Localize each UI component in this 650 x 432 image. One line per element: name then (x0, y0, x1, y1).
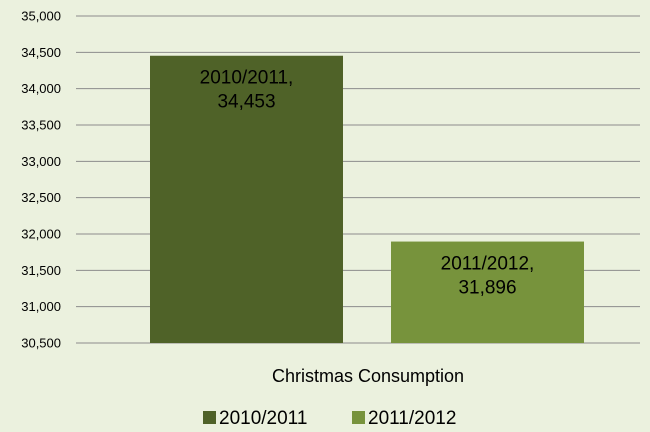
data-label-line: 31,896 (458, 278, 516, 299)
data-label-line: 2010/2011, (200, 68, 294, 89)
data-label-line: 2011/2012, (441, 254, 535, 275)
data-label: 2010/2011, 34,453 (200, 68, 294, 113)
y-tick-label: 34,000 (21, 81, 61, 96)
data-label: 2011/2012, 31,896 (441, 254, 535, 299)
y-tick-label: 32,500 (21, 190, 61, 205)
y-tick-label: 31,000 (21, 299, 61, 314)
legend-swatch (203, 411, 216, 424)
category-label: Christmas Consumption (272, 366, 464, 386)
y-tick-label: 30,500 (21, 336, 61, 351)
legend-label: 2010/2011 (219, 408, 307, 429)
bar-2010-2011 (150, 55, 343, 344)
y-tick-label: 33,500 (21, 118, 61, 133)
y-tick-label: 33,000 (21, 154, 61, 169)
bar-2011-2012 (391, 241, 584, 343)
y-tick-label: 35,000 (21, 9, 61, 24)
legend-swatch (352, 411, 365, 424)
y-tick-label: 34,500 (21, 45, 61, 60)
y-tick-label: 32,000 (21, 227, 61, 242)
data-label-line: 34,453 (217, 92, 275, 113)
legend-label: 2011/2012 (368, 408, 456, 429)
y-tick-label: 31,500 (21, 263, 61, 278)
